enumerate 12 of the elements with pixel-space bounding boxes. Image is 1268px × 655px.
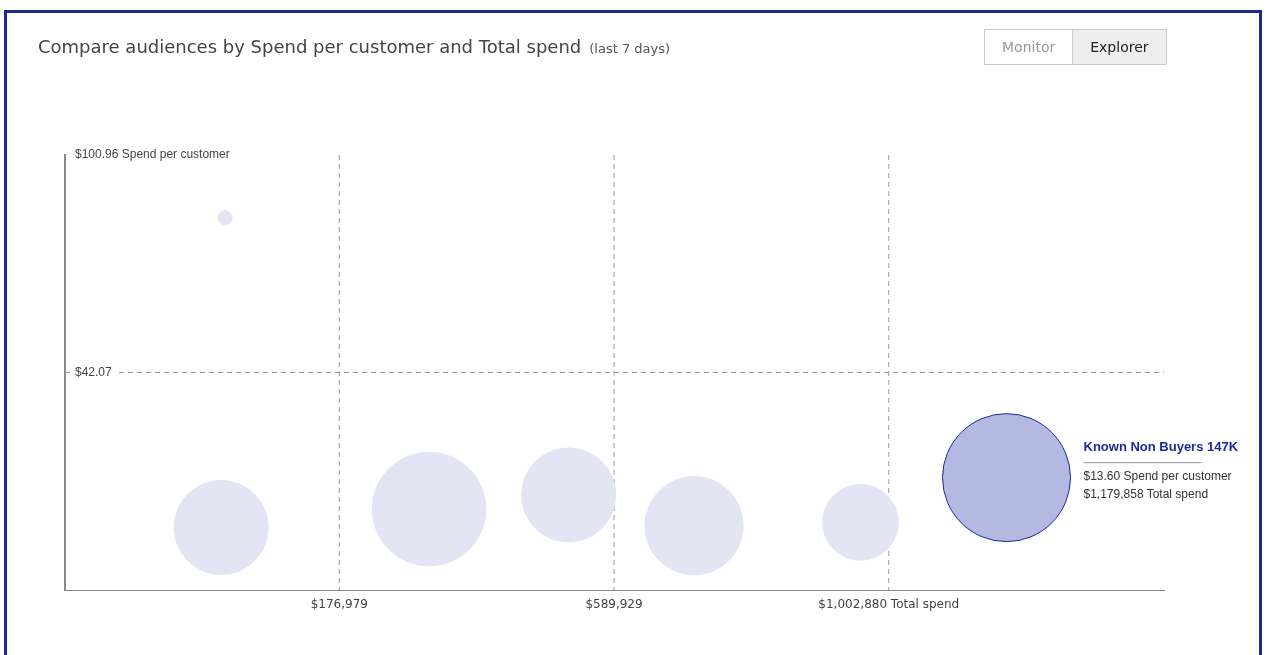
chart-title: Compare audiences by Spend per customer and Total spend bbox=[38, 36, 582, 57]
x-tick-label: $1,002,880 Total spend bbox=[818, 597, 960, 612]
annotation: $13.60 Spend per customer bbox=[1083, 468, 1232, 483]
y-tick-label: $42.07 bbox=[75, 364, 113, 379]
x-tick-label: $589,929 bbox=[585, 597, 643, 612]
text: Explorer bbox=[1073, 29, 1167, 65]
annotation: Known Non Buyers 147K bbox=[1083, 438, 1239, 454]
annotation: $1,179,858 Total spend bbox=[1083, 486, 1209, 501]
chart-subtitle: (last 7 days) bbox=[589, 41, 671, 56]
x-tick-label: $176,979 bbox=[310, 597, 368, 612]
text: Monitor bbox=[984, 29, 1074, 65]
y-tick-label: $100.96 Spend per customer bbox=[75, 147, 230, 162]
